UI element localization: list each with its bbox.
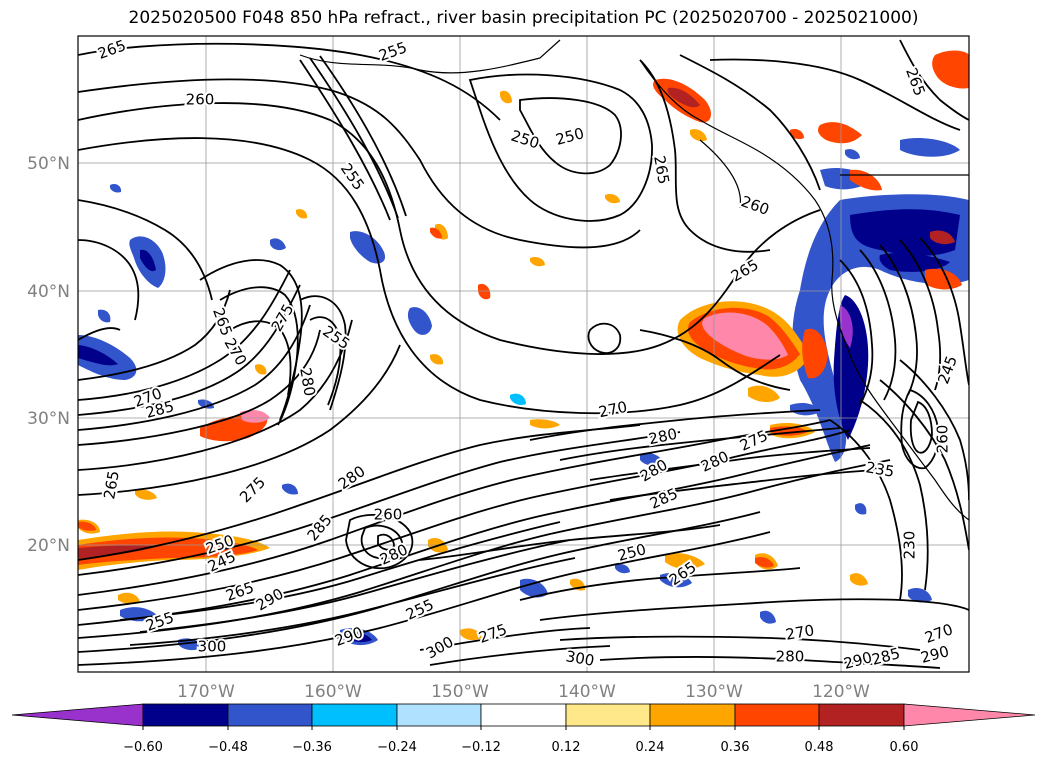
colorbar-bin	[142, 703, 229, 727]
colorbar-extend-high	[903, 703, 1036, 727]
colorbar-tick-label: 0.24	[636, 740, 665, 755]
longitude-labels: 170°W 160°W 150°W 140°W 130°W 120°W	[177, 682, 870, 702]
graticule	[78, 36, 969, 672]
lon-label: 170°W	[177, 682, 235, 702]
colorbar-tick-label: 0.48	[805, 740, 834, 755]
lat-label: 20°N	[27, 536, 70, 556]
lon-label: 120°W	[812, 682, 870, 702]
colorbar-bin	[734, 703, 820, 727]
colorbar-bin	[649, 703, 736, 727]
colorbar-bin	[311, 703, 398, 727]
colorbar-bin	[227, 703, 313, 727]
colorbar-bin	[480, 703, 567, 727]
colorbar-bin	[396, 703, 482, 727]
colorbar-tick-label: −0.60	[123, 740, 163, 755]
colorbar-extend-low	[11, 703, 144, 727]
contour-label: 230	[901, 531, 919, 560]
lon-label: 150°W	[431, 682, 489, 702]
contour-label: 280	[776, 648, 805, 666]
refractivity-contours	[78, 39, 969, 669]
colorbar-bin	[565, 703, 651, 727]
contour-label: 300	[198, 638, 227, 656]
contour-label: 260	[374, 506, 403, 524]
colorbar-tick-label: −0.48	[208, 740, 248, 755]
lat-label: 50°N	[27, 154, 70, 174]
colorbar-tick-label: −0.12	[461, 740, 501, 755]
colorbar: −0.60 −0.48 −0.36 −0.24 −0.12 0.12 0.24 …	[11, 703, 1036, 755]
lat-label: 30°N	[27, 409, 70, 429]
contour-label: 260	[186, 91, 215, 109]
colorbar-boxes	[11, 703, 1036, 730]
colorbar-tick-label: 0.36	[721, 740, 750, 755]
map-frame	[77, 35, 970, 673]
colorbar-bin	[818, 703, 905, 727]
chart-title: 2025020500 F048 850 hPa refract., river …	[128, 8, 919, 28]
colorbar-ticks: −0.60 −0.48 −0.36 −0.24 −0.12 0.12 0.24 …	[123, 740, 918, 755]
coastlines	[299, 39, 969, 521]
contour-label: 260	[934, 425, 952, 454]
colorbar-tick-label: −0.24	[377, 740, 417, 755]
colorbar-tick-label: −0.36	[292, 740, 332, 755]
colorbar-tick-label: 0.60	[890, 740, 919, 755]
lat-label: 40°N	[27, 282, 70, 302]
colorbar-tick-label: 0.12	[552, 740, 581, 755]
lon-label: 130°W	[685, 682, 743, 702]
lon-label: 160°W	[304, 682, 362, 702]
latitude-labels: 50°N 40°N 30°N 20°N	[27, 154, 70, 556]
lon-label: 140°W	[558, 682, 616, 702]
